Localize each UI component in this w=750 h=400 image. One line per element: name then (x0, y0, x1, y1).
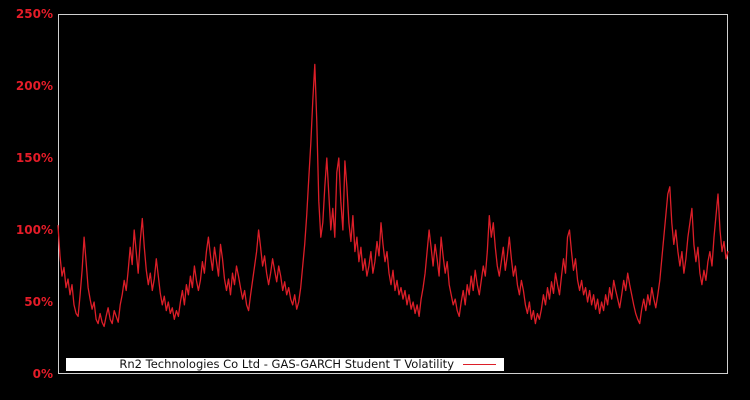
y-tick-250: 250% (15, 7, 53, 21)
volatility-line (57, 63, 729, 328)
y-tick-50: 50% (24, 295, 53, 309)
y-tick-0: 0% (32, 367, 53, 381)
y-tick-150: 150% (15, 151, 53, 165)
plot-area (58, 14, 728, 374)
legend-label: Rn2 Technologies Co Ltd - GAS-GARCH Stud… (119, 357, 454, 371)
legend: Rn2 Technologies Co Ltd - GAS-GARCH Stud… (66, 358, 504, 371)
y-tick-100: 100% (15, 223, 53, 237)
y-tick-200: 200% (15, 79, 53, 93)
legend-line-sample-icon (463, 364, 496, 365)
